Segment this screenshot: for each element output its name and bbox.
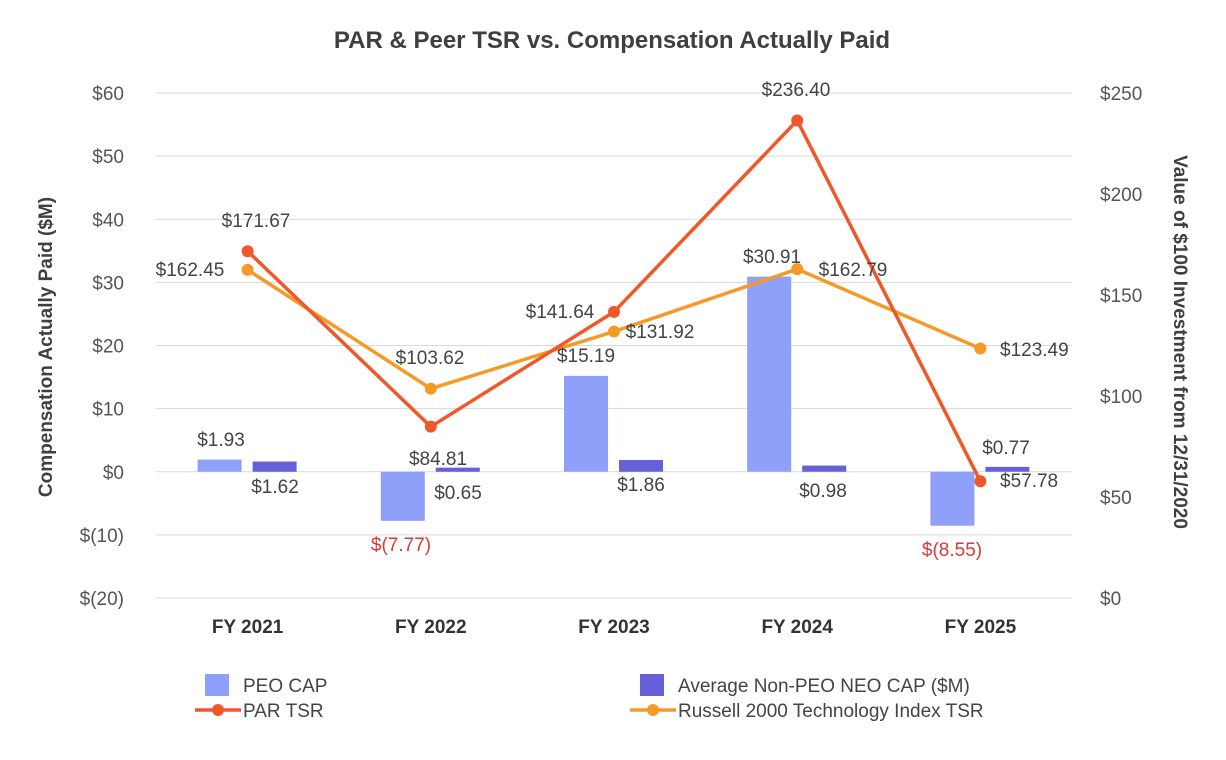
category-labels: FY 2021 FY 2022 FY 2023 FY 2024 FY 2025	[212, 617, 1017, 638]
legend-peo-cap: PEO CAP	[205, 674, 327, 697]
left-tick-label: $20	[92, 337, 124, 358]
neo-cap-label: $1.86	[617, 475, 665, 496]
par-tsr-label: $57.78	[1000, 471, 1058, 492]
par-tsr-point	[424, 420, 437, 433]
left-tick-label: $10	[92, 400, 124, 421]
russell-tsr-label: $123.49	[1000, 340, 1069, 361]
legend-label: PAR TSR	[243, 701, 324, 722]
russell-tsr-point	[974, 342, 987, 355]
neo-cap-bar	[802, 465, 847, 472]
line-series	[241, 114, 987, 488]
right-tick-label: $150	[1100, 286, 1142, 307]
left-tick-label: $60	[92, 84, 124, 105]
category-label: FY 2022	[395, 617, 466, 638]
left-tick-label: $30	[92, 273, 124, 294]
russell-tsr-label: $103.62	[396, 348, 465, 369]
legend-russell-tsr: Russell 2000 Technology Index TSR	[630, 701, 984, 722]
legend-label: PEO CAP	[243, 676, 327, 697]
legend-label: Average Non-PEO NEO CAP ($M)	[678, 676, 970, 697]
peo-cap-bar	[930, 471, 975, 526]
neo-cap-bar	[985, 466, 1030, 472]
category-label: FY 2021	[212, 617, 284, 638]
legend-neo-cap: Average Non-PEO NEO CAP ($M)	[640, 674, 970, 697]
peo-cap-label: $1.93	[197, 430, 245, 451]
russell-tsr-label: $131.92	[626, 322, 695, 343]
neo-cap-label: $0.77	[982, 438, 1030, 459]
russell-tsr-point	[241, 263, 254, 276]
par-tsr-label: $141.64	[526, 302, 595, 323]
neo-cap-label: $0.98	[799, 481, 847, 502]
chart-title: PAR & Peer TSR vs. Compensation Actually…	[334, 27, 890, 54]
bar-series	[197, 276, 1030, 526]
right-axis-title: Value of $100 Investment from 12/31/2020	[1169, 155, 1190, 529]
neo-cap-bar	[435, 467, 480, 472]
left-axis-ticks: $60 $50 $40 $30 $20 $10 $0 $(10) $(20)	[80, 84, 124, 610]
right-tick-label: $200	[1100, 185, 1142, 206]
left-axis-title: Compensation Actually Paid ($M)	[36, 197, 57, 497]
russell-tsr-label: $162.79	[819, 260, 888, 281]
legend-swatch	[640, 674, 664, 696]
neo-cap-bar	[252, 461, 297, 472]
left-tick-label: $0	[103, 463, 124, 484]
right-tick-label: $0	[1100, 589, 1121, 610]
gridlines	[156, 92, 1072, 599]
peo-cap-bar	[197, 459, 242, 472]
par-tsr-label: $84.81	[409, 449, 467, 470]
neo-cap-label: $1.62	[251, 477, 299, 498]
neo-cap-label: $0.65	[434, 483, 482, 504]
legend: PEO CAP Average Non-PEO NEO CAP ($M) PAR T…	[195, 674, 984, 722]
peo-cap-label: $(8.55)	[922, 540, 982, 561]
par-tsr-point	[791, 114, 804, 127]
peo-cap-bar	[747, 276, 792, 472]
category-label: FY 2025	[945, 617, 1017, 638]
category-label: FY 2024	[761, 617, 833, 638]
legend-marker	[212, 704, 224, 716]
legend-par-tsr: PAR TSR	[195, 701, 324, 722]
legend-label: Russell 2000 Technology Index TSR	[678, 701, 984, 722]
par-tsr-point	[974, 475, 987, 488]
right-tick-label: $100	[1100, 387, 1142, 408]
par-tsr-point	[241, 245, 254, 258]
russell-tsr-point	[424, 382, 437, 395]
par-tsr-label: $236.40	[762, 80, 831, 101]
left-tick-label: $40	[92, 210, 124, 231]
russell-tsr-label: $162.45	[156, 260, 225, 281]
russell-tsr-point	[791, 263, 804, 276]
left-tick-label: $(10)	[80, 526, 124, 547]
peo-cap-label: $(7.77)	[371, 535, 431, 556]
data-labels: $1.93 $(7.77) $15.19 $30.91 $(8.55) $1.62 $0.6…	[156, 80, 1069, 561]
legend-swatch	[205, 674, 229, 696]
right-tick-label: $50	[1100, 488, 1132, 509]
left-tick-label: $50	[92, 147, 124, 168]
par-tsr-label: $171.67	[222, 211, 291, 232]
russell-tsr-point	[608, 325, 620, 338]
left-tick-label: $(20)	[80, 589, 124, 610]
peo-cap-label: $15.19	[557, 346, 615, 367]
peo-cap-bar	[564, 375, 608, 472]
par-tsr-point	[608, 305, 620, 318]
category-label: FY 2023	[578, 617, 649, 638]
right-axis-ticks: $250 $200 $150 $100 $50 $0	[1100, 84, 1142, 610]
legend-marker	[647, 704, 659, 716]
right-tick-label: $250	[1100, 84, 1142, 105]
neo-cap-bar	[619, 460, 663, 472]
peo-cap-bar	[380, 471, 425, 521]
peo-cap-label: $30.91	[743, 247, 801, 268]
